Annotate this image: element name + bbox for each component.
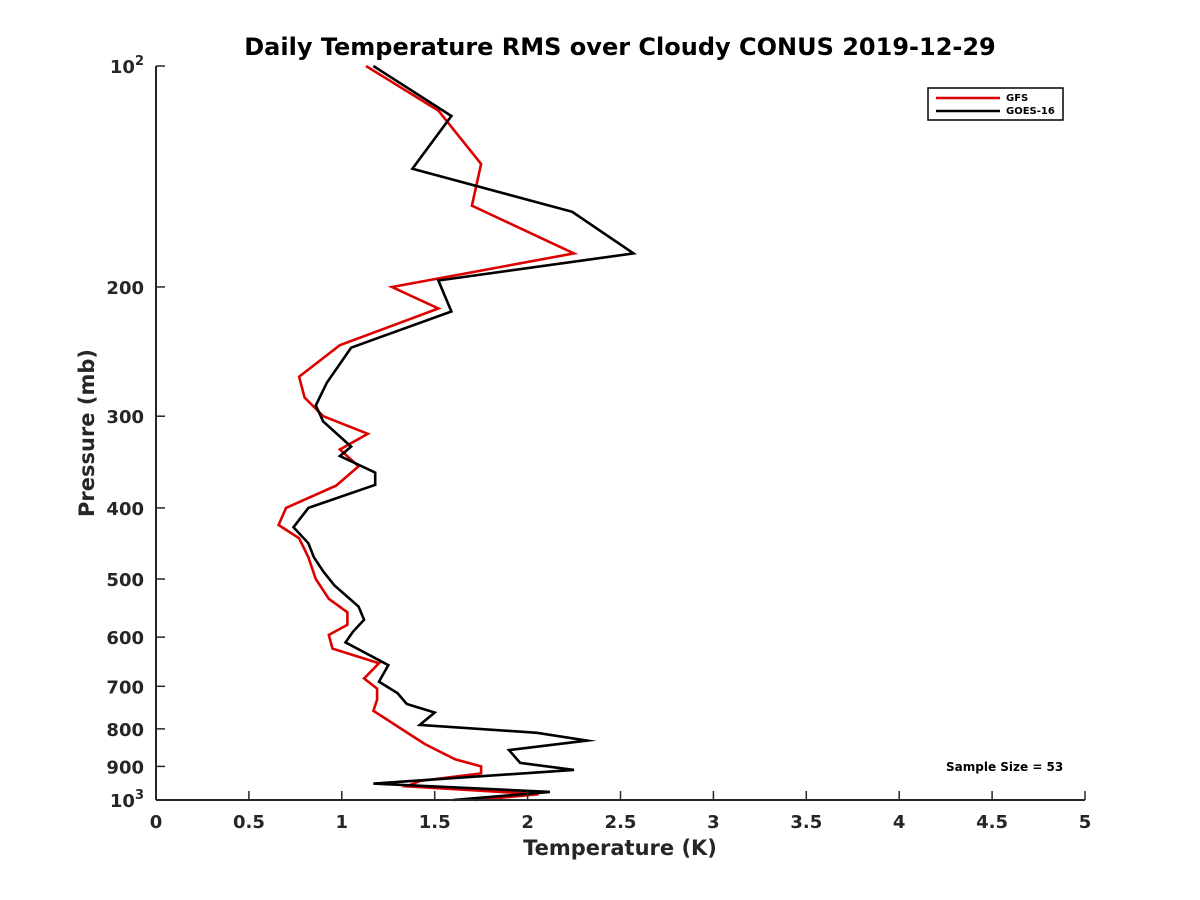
series-layer [276,64,638,802]
legend-label-gfs: GFS [1006,93,1028,104]
x-tick-label: 1 [336,812,349,833]
y-tick-label: 800 [106,720,144,741]
x-ticks: 0 0.5 1 1.5 2 2.5 3 3.5 4 4.5 5 [150,791,1092,833]
y-tick-label: 300 [106,407,144,428]
sample-size-annotation: Sample Size = 53 [946,760,1063,774]
legend-box [927,87,1064,121]
x-tick-label: 2.5 [605,812,637,833]
series-line-goes16 [291,64,638,802]
plot-area: 0 0.5 1 1.5 2 2.5 3 3.5 4 4.5 5 102 200 300 400 500 600… [106,54,1091,833]
legend: GFS GOES-16 [927,87,1064,121]
x-tick-label: 3 [707,812,720,833]
x-axis-label: Temperature (K) [523,836,717,860]
x-tick-label: 0.5 [233,812,265,833]
x-tick-label: 5 [1079,812,1092,833]
x-tick-label: 1.5 [419,812,451,833]
y-axis-label: Pressure (mb) [75,349,99,517]
x-tick-label: 4 [893,812,906,833]
x-tick-label: 3.5 [790,812,822,833]
x-tick-label: 4.5 [976,812,1008,833]
y-tick-label: 200 [106,278,144,299]
y-tick-label: 400 [106,499,144,520]
legend-label-goes16: GOES-16 [1006,106,1055,117]
y-ticks: 102 200 300 400 500 600 700 800 900 103 [106,54,165,812]
y-tick-label: 103 [110,788,144,812]
x-tick-label: 0 [150,812,163,833]
series-line-gfs [276,64,579,802]
y-tick-label: 600 [106,628,144,649]
y-tick-label: 102 [110,54,144,78]
y-tick-label: 900 [106,757,144,778]
y-tick-label: 500 [106,570,144,591]
x-tick-label: 2 [521,812,534,833]
y-tick-label: 700 [106,677,144,698]
chart-title: Daily Temperature RMS over Cloudy CONUS … [244,33,996,61]
